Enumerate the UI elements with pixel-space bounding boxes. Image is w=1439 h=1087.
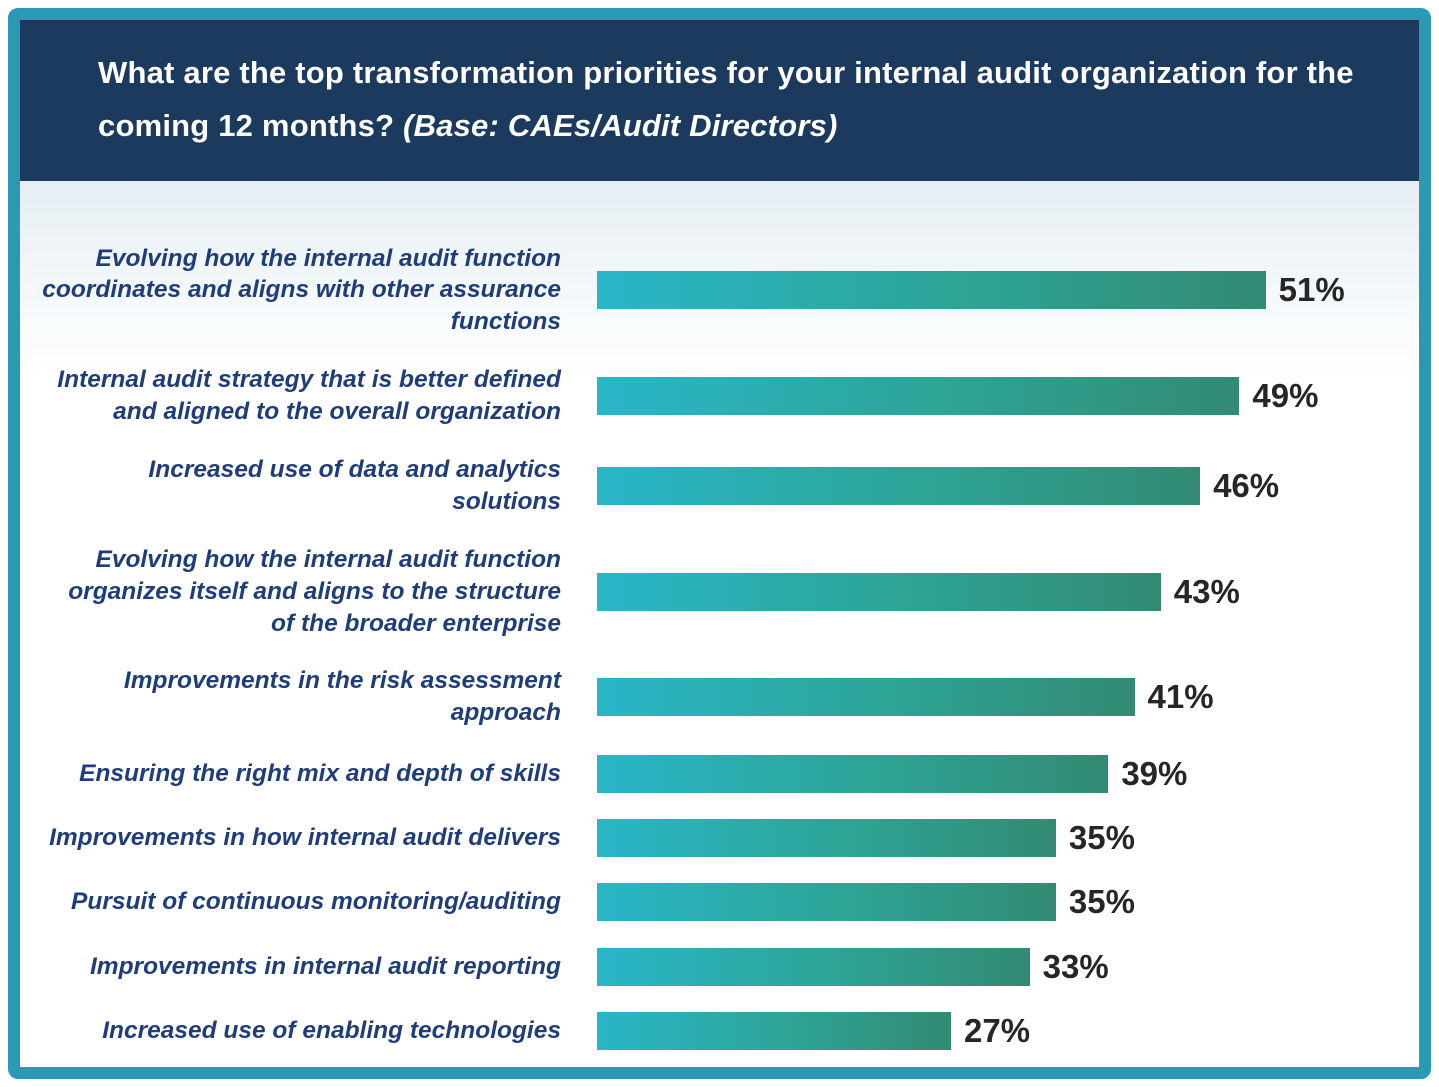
category-label: Improvements in internal audit reporting	[89, 952, 561, 980]
category-label: Increased use of data and analytics solu…	[148, 456, 561, 515]
bar-row: Ensuring the right mix and depth of skil…	[42, 755, 1393, 794]
category-label: Evolving how the internal audit function…	[68, 545, 561, 637]
value-label: 43%	[1173, 572, 1240, 610]
bar	[597, 819, 1056, 858]
bar-track: 51%	[597, 271, 1393, 310]
chart-body: Evolving how the internal audit function…	[20, 181, 1419, 1067]
category-label: Evolving how the internal audit function…	[42, 244, 561, 336]
bar-track: 46%	[597, 466, 1393, 505]
category-label: Pursuit of continuous monitoring/auditin…	[71, 888, 561, 916]
bar-row: Internal audit strategy that is better d…	[42, 364, 1393, 428]
chart-card: What are the top transformation prioriti…	[8, 8, 1431, 1079]
category-label: Improvements in the risk assessment appr…	[123, 667, 561, 727]
bar-track: 33%	[597, 947, 1393, 986]
chart-header: What are the top transformation prioriti…	[20, 20, 1419, 181]
bar-row: Increased use of enabling technologies 27…	[42, 1011, 1393, 1050]
bar-row: Pursuit of continuous monitoring/auditin…	[42, 883, 1393, 922]
chart-title-base: (Base: CAEs/Audit Directors)	[403, 108, 838, 144]
bar	[597, 377, 1240, 416]
bar-row: Improvements in internal audit reporting…	[42, 947, 1393, 986]
bar-track: 41%	[597, 678, 1393, 717]
bar	[597, 883, 1056, 922]
bar	[597, 1011, 951, 1050]
bar-row: Evolving how the internal audit function…	[42, 243, 1393, 339]
value-label: 35%	[1068, 819, 1135, 857]
bar-track: 27%	[597, 1011, 1393, 1050]
bar-track: 43%	[597, 572, 1393, 611]
bar-row: Evolving how the internal audit function…	[42, 544, 1393, 640]
bar	[597, 466, 1201, 505]
bar-row: Improvements in the risk assessment appr…	[42, 665, 1393, 729]
bar	[597, 271, 1266, 310]
bar-row: Increased use of data and analytics solu…	[42, 454, 1393, 518]
bar	[597, 678, 1135, 717]
chart-title: What are the top transformation prioriti…	[98, 46, 1359, 153]
value-label: 33%	[1042, 947, 1109, 985]
bar	[597, 572, 1161, 611]
bar-track: 39%	[597, 755, 1393, 794]
category-label: Increased use of enabling technologies	[102, 1016, 561, 1044]
bar-row: Improvements in how internal audit deliv…	[42, 819, 1393, 858]
value-label: 41%	[1147, 678, 1214, 716]
value-label: 46%	[1213, 466, 1280, 504]
value-label: 49%	[1252, 377, 1319, 415]
category-label: Ensuring the right mix and depth of skil…	[79, 760, 561, 788]
bar-track: 35%	[597, 819, 1393, 858]
bar-track: 49%	[597, 377, 1393, 416]
category-label: Improvements in how internal audit deliv…	[49, 824, 561, 852]
value-label: 27%	[963, 1011, 1031, 1049]
value-label: 35%	[1068, 883, 1135, 921]
value-label: 51%	[1278, 271, 1345, 309]
bar-rows: Evolving how the internal audit function…	[42, 243, 1393, 1050]
bar-track: 35%	[597, 883, 1393, 922]
bar	[597, 947, 1030, 986]
chart-title-main: What are the top transformation prioriti…	[98, 55, 1354, 144]
bar	[597, 755, 1109, 794]
category-label: Internal audit strategy that is better d…	[57, 366, 561, 426]
value-label: 39%	[1121, 755, 1188, 793]
